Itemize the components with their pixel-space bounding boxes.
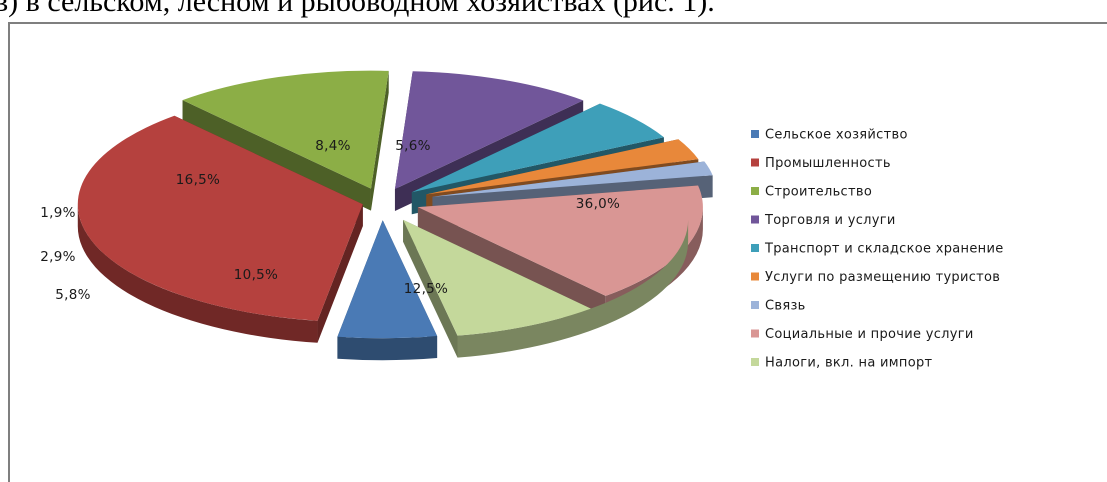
legend-entry-промышленность: Промышленность: [751, 156, 891, 171]
chart-legend: Сельское хозяйство Промышленность Строител…: [751, 128, 1004, 371]
legend-swatch: [751, 272, 759, 281]
chart-frame: 5,6% 36,0% 12,5% 10,5% 5,8% 2,9% 1,9% 16,5% 8,4%…: [8, 22, 1107, 482]
data-label-промышленность: 36,0%: [576, 196, 620, 212]
legend-entry-социальные-и-прочие-услуги: Социальные и прочие услуги: [751, 327, 974, 342]
legend-label: Налоги, вкл. на импорт: [765, 356, 932, 371]
pie-slice-строительство: [182, 70, 389, 211]
legend-entry-сельское-хозяйство: Сельское хозяйство: [751, 128, 908, 143]
legend-swatch: [751, 215, 759, 224]
legend-label: Торговля и услуги: [764, 213, 896, 228]
legend-label: Услуги по размещению туристов: [765, 270, 1000, 285]
pie-slice-социальные-и-прочие-услуги: [417, 185, 703, 318]
legend-label: Строительство: [765, 185, 872, 200]
legend-label: Связь: [765, 299, 806, 314]
legend-label: Сельское хозяйство: [765, 128, 908, 143]
data-label-транспорт-и-складское-хранение: 5,8%: [55, 287, 91, 303]
legend-label: Транспорт и складское хранение: [764, 242, 1004, 257]
pie-slice-налоги-вкл-на-импорт: [403, 219, 689, 358]
data-label-торговля-и-услуги: 10,5%: [234, 267, 278, 283]
legend-entry-налоги-вкл-на-импорт: Налоги, вкл. на импорт: [751, 356, 932, 371]
legend-swatch: [751, 187, 759, 195]
pie-chart: 5,6% 36,0% 12,5% 10,5% 5,8% 2,9% 1,9% 16,5% 8,4%…: [40, 70, 1004, 371]
pie-slice-промышленность: [77, 115, 363, 343]
legend-label: Промышленность: [765, 156, 891, 171]
legend-swatch: [751, 301, 759, 309]
data-label-сельское-хозяйство: 5,6%: [395, 138, 431, 154]
legend-swatch: [751, 130, 759, 138]
data-label-социальные-и-прочие-услуги: 16,5%: [176, 172, 220, 188]
data-label-связь: 1,9%: [40, 205, 76, 221]
legend-swatch: [751, 244, 759, 252]
data-labels: 5,6% 36,0% 12,5% 10,5% 5,8% 2,9% 1,9% 16,5% 8,4%: [40, 138, 620, 303]
legend-swatch: [751, 158, 759, 167]
legend-entry-транспорт-и-складское-хранение: Транспорт и складское хранение: [751, 242, 1004, 257]
pie-slices: [77, 70, 713, 361]
legend-entry-строительство: Строительство: [751, 185, 872, 200]
data-label-услуги-по-размещению-туристов: 2,9%: [40, 249, 76, 265]
legend-entry-услуги-по-размещению-туристов: Услуги по размещению туристов: [751, 270, 1000, 285]
pie-slice-сельское-хозяйство: [337, 220, 438, 361]
legend-entry-торговля-и-услуги: Торговля и услуги: [751, 213, 896, 228]
data-label-налоги-вкл-на-импорт: 8,4%: [315, 138, 351, 154]
legend-label: Социальные и прочие услуги: [765, 327, 974, 342]
legend-swatch: [751, 358, 759, 366]
legend-swatch: [751, 329, 759, 338]
figure-caption-text: в) в сельском, лесном и рыбоводном хозяй…: [0, 0, 715, 18]
data-label-строительство: 12,5%: [404, 281, 448, 297]
legend-entry-связь: Связь: [751, 299, 806, 314]
